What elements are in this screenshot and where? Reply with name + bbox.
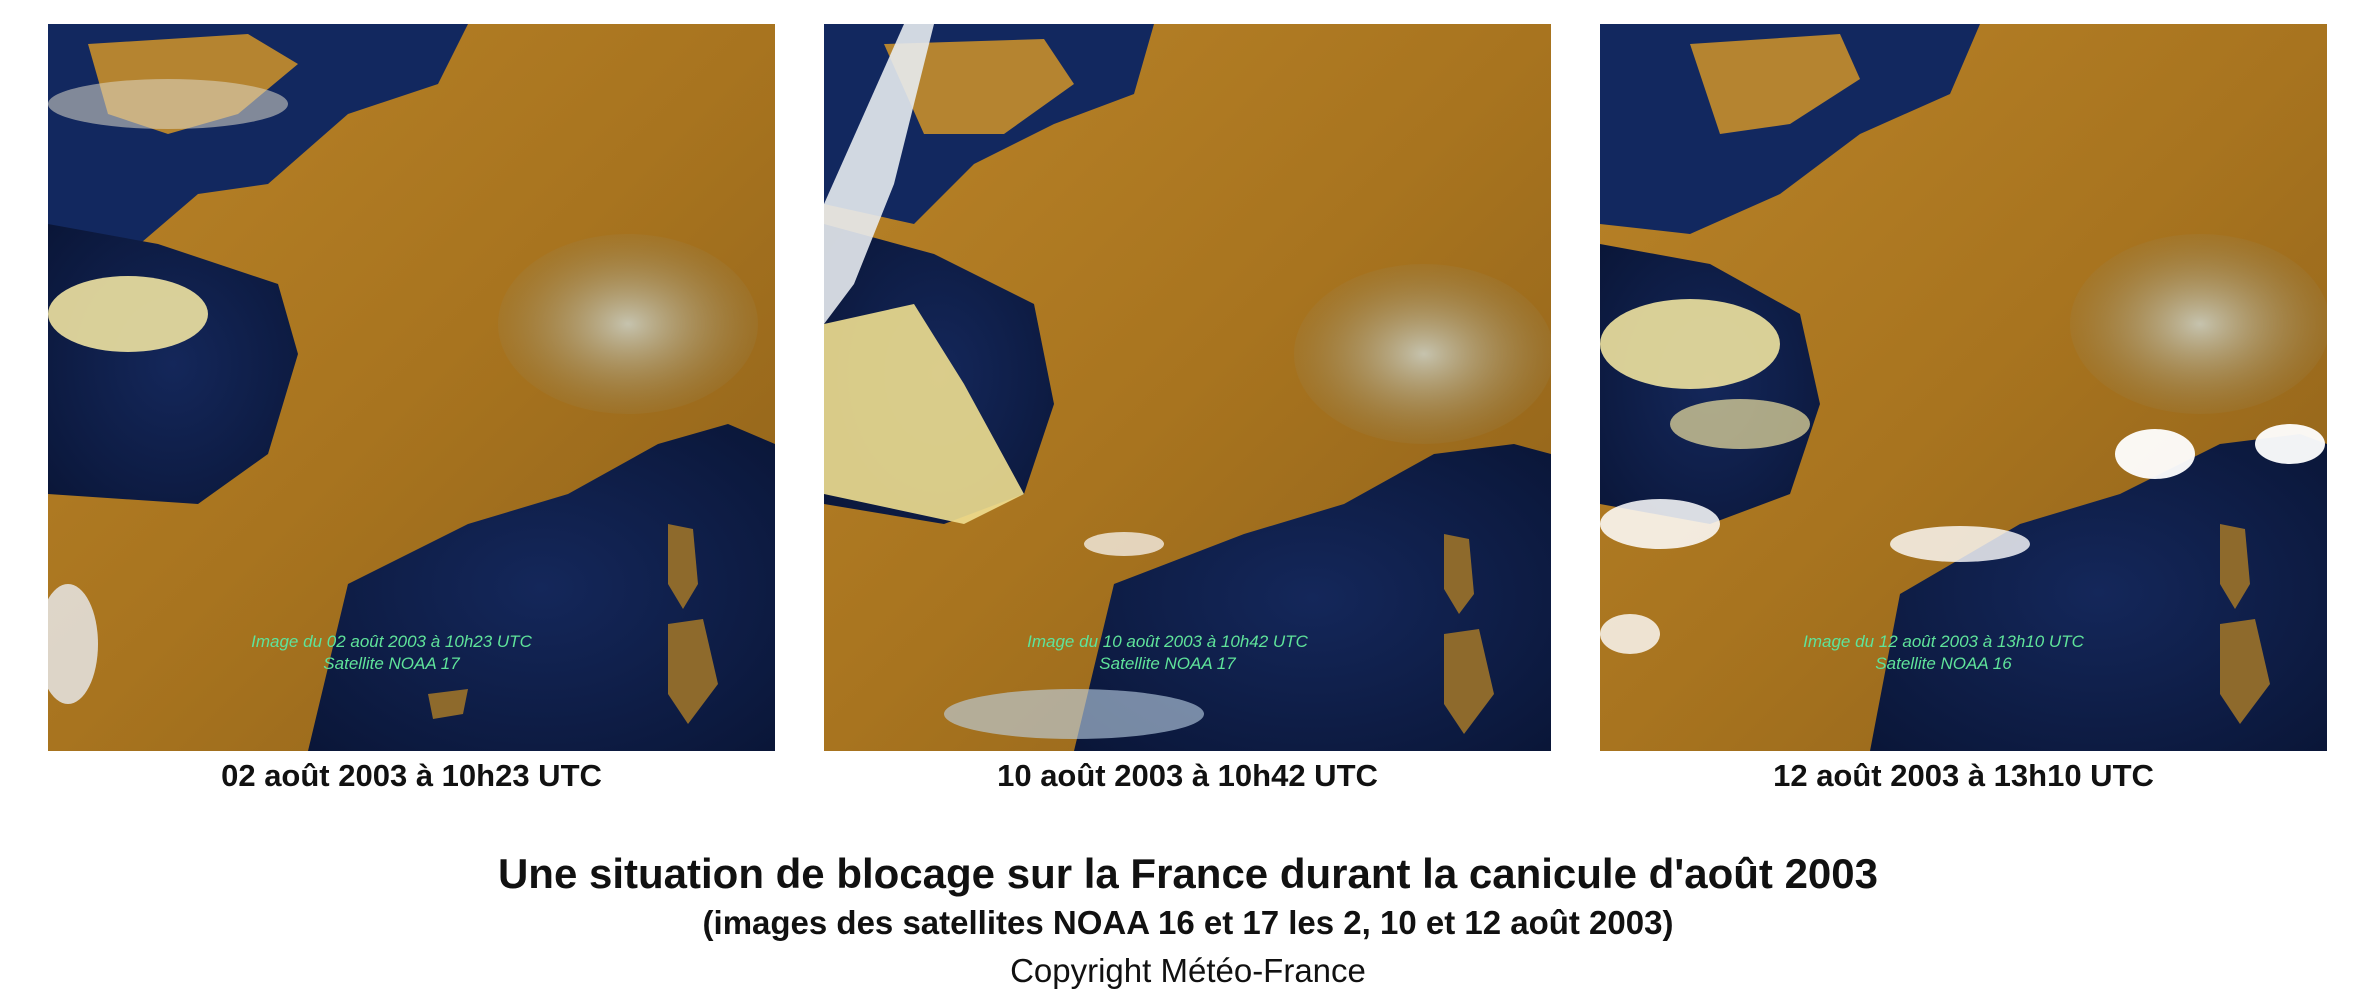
- copyright-notice: Copyright Météo-France: [1010, 952, 1366, 989]
- mediterranean-sea: [1870, 434, 2327, 751]
- balearic: [428, 689, 468, 719]
- sardinia: [2220, 619, 2270, 724]
- alps: [1294, 264, 1551, 444]
- cloud: [1084, 532, 1164, 556]
- overlay-line-satellite: Satellite NOAA 17: [1099, 654, 1236, 673]
- corsica: [1444, 534, 1474, 614]
- panel-caption: 12 août 2003 à 13h10 UTC: [1773, 758, 2154, 793]
- overlay-line-satellite: Satellite NOAA 17: [323, 654, 460, 673]
- satellite-map: [1600, 24, 2327, 751]
- satellite-map: [824, 24, 1551, 751]
- satellite-map: [48, 24, 775, 751]
- figure-subtitle: (images des satellites NOAA 16 et 17 les…: [702, 904, 1674, 941]
- channel-sea: [1600, 24, 1980, 234]
- image-overlay-label: Image du 02 août 2003 à 10h23 UTC Satell…: [48, 631, 775, 675]
- sardinia: [668, 619, 718, 724]
- cloud: [2115, 429, 2195, 479]
- image-overlay-label: Image du 12 août 2003 à 13h10 UTC Satell…: [1600, 631, 2327, 675]
- image-overlay-label: Image du 10 août 2003 à 10h42 UTC Satell…: [824, 631, 1551, 675]
- alps: [498, 234, 758, 414]
- cloud: [824, 24, 934, 324]
- sardinia: [1444, 629, 1494, 734]
- cloud: [824, 304, 1024, 524]
- cloud: [48, 79, 288, 129]
- satellite-image-aug-12: Image du 12 août 2003 à 13h10 UTC Satell…: [1600, 24, 2327, 751]
- mediterranean-sea: [1074, 444, 1551, 751]
- overlay-line-date: Image du 10 août 2003 à 10h42 UTC: [1027, 632, 1308, 651]
- cloud: [944, 689, 1204, 739]
- satellite-image-aug-02: Image du 02 août 2003 à 10h23 UTC Satell…: [48, 24, 775, 751]
- cloud: [1600, 299, 1780, 389]
- figure-title: Une situation de blocage sur la France d…: [497, 850, 1879, 897]
- cloud: [1600, 499, 1720, 549]
- england-land: [1690, 34, 1860, 134]
- corsica: [2220, 524, 2250, 609]
- cloud: [1600, 614, 1660, 654]
- panel-caption: 02 août 2003 à 10h23 UTC: [221, 758, 602, 793]
- mediterranean-sea: [308, 424, 775, 751]
- overlay-line-satellite: Satellite NOAA 16: [1875, 654, 2012, 673]
- cloud: [48, 276, 208, 352]
- panel-caption: 10 août 2003 à 10h42 UTC: [997, 758, 1378, 793]
- overlay-line-date: Image du 02 août 2003 à 10h23 UTC: [251, 632, 532, 651]
- cloud: [1670, 399, 1810, 449]
- corsica: [668, 524, 698, 609]
- alps: [2070, 234, 2327, 414]
- satellite-image-aug-10: Image du 10 août 2003 à 10h42 UTC Satell…: [824, 24, 1551, 751]
- overlay-line-date: Image du 12 août 2003 à 13h10 UTC: [1803, 632, 2084, 651]
- cloud: [1890, 526, 2030, 562]
- cloud: [2255, 424, 2325, 464]
- cloud: [48, 584, 98, 704]
- england-land: [884, 39, 1074, 134]
